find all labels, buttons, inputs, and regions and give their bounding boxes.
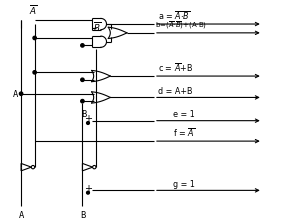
Text: d = A+B: d = A+B	[158, 87, 192, 96]
Circle shape	[81, 44, 84, 47]
Text: B: B	[82, 111, 87, 119]
Circle shape	[81, 99, 84, 103]
Text: a = $\overline{A}$$\cdot$$\overline{B}$: a = $\overline{A}$$\cdot$$\overline{B}$	[158, 9, 190, 22]
Text: f = $\overline{A}$: f = $\overline{A}$	[173, 126, 195, 139]
Circle shape	[33, 36, 36, 40]
Text: +: +	[84, 114, 92, 124]
Circle shape	[33, 71, 36, 74]
Text: A: A	[19, 211, 24, 220]
Circle shape	[19, 92, 23, 95]
Text: g = 1: g = 1	[173, 180, 194, 188]
Text: $\overline{A}$: $\overline{A}$	[30, 3, 38, 17]
Circle shape	[87, 122, 89, 124]
Text: e = 1: e = 1	[173, 110, 194, 119]
Circle shape	[81, 78, 84, 81]
Text: A: A	[13, 90, 18, 99]
Text: b=($\overline{A}$$\cdot$$\overline{B}$)+(A$\cdot$B): b=($\overline{A}$$\cdot$$\overline{B}$)+…	[155, 19, 207, 31]
Circle shape	[87, 191, 89, 194]
Text: $\overline{B}$: $\overline{B}$	[93, 20, 101, 34]
Text: c = $\overline{A}$+B: c = $\overline{A}$+B	[158, 61, 193, 74]
Text: B: B	[80, 211, 85, 220]
Text: +: +	[84, 184, 92, 194]
